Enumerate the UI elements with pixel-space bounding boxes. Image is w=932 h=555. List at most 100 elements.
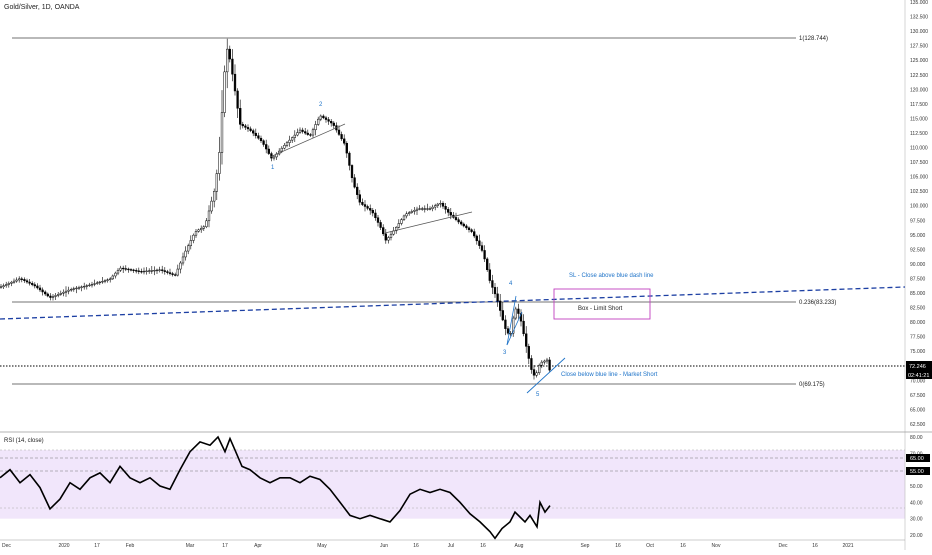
candle-body [421, 208, 424, 210]
candle-body [314, 124, 317, 131]
time-axis-label: Dec [2, 543, 11, 549]
candle-body [96, 282, 99, 284]
candle-body [135, 270, 138, 272]
candle-body [57, 294, 60, 296]
candle-body [12, 280, 16, 283]
symbol-title[interactable]: Gold/Silver, 1D, OANDA [4, 4, 80, 11]
candle-body [10, 281, 13, 284]
candle-body [462, 223, 465, 227]
candle-body [103, 280, 107, 282]
price-tick-label: 77.500 [910, 335, 926, 341]
candle-body [15, 279, 18, 282]
price-tick-label: 87.500 [910, 276, 926, 282]
candle-body [530, 358, 533, 370]
time-axis-label: Aug [515, 543, 524, 549]
sl-note: SL - Close above blue dash line [569, 273, 654, 279]
price-tick-label: 82.500 [910, 306, 926, 312]
candle-body [436, 203, 439, 206]
candle-body [239, 108, 242, 125]
candle-body [267, 148, 270, 154]
candle-body [236, 90, 239, 109]
candle-body [522, 320, 525, 335]
time-axis-label: Nov [712, 543, 721, 549]
rsi-line [0, 435, 551, 540]
rsi-tick-label: 40.00 [910, 500, 923, 506]
candle-body [428, 208, 432, 210]
candle-body [28, 281, 31, 284]
candle-body [322, 115, 325, 119]
rsi-tick-label: 50.00 [910, 484, 923, 490]
candle-body [405, 213, 408, 217]
candle-body [140, 271, 143, 273]
candle-body [187, 245, 190, 252]
candle-body [90, 284, 94, 286]
box-note: Box - Limit Short [578, 306, 623, 312]
candle-body [25, 280, 29, 283]
last-price-box [906, 361, 932, 370]
candle-body [122, 267, 125, 270]
candle-body [150, 270, 153, 272]
price-tick-label: 75.000 [910, 349, 926, 355]
candle-body [265, 144, 268, 150]
candle-body [70, 289, 73, 291]
candle-body [301, 129, 304, 132]
candle-body [410, 211, 413, 213]
candle-series [0, 38, 551, 380]
candle-body [376, 217, 380, 223]
candle-body [473, 231, 476, 237]
candle-body [51, 296, 55, 298]
candle-body [467, 227, 471, 230]
candle-body [337, 129, 341, 135]
countdown-label: 02:41:21 [908, 373, 929, 379]
candle-body [426, 208, 429, 210]
candle-body [415, 208, 419, 211]
candle-body [218, 152, 221, 174]
price-tick-label: 125.000 [910, 58, 928, 64]
candle-body [366, 206, 369, 209]
time-axis-label: 16 [615, 543, 621, 549]
candle-body [116, 269, 120, 274]
candle-body [205, 220, 208, 228]
rsi-indicator-title[interactable]: RSI (14, close) [4, 438, 44, 444]
candle-body [369, 208, 372, 211]
candle-body [252, 130, 255, 134]
candle-body [38, 287, 42, 291]
candle-body [33, 284, 36, 287]
candle-body [7, 283, 10, 285]
candle-body [241, 124, 244, 127]
candle-body [119, 267, 122, 271]
price-tick-label: 92.500 [910, 247, 926, 253]
candle-body [171, 273, 174, 275]
candle-body [262, 140, 265, 145]
candle-body [480, 245, 484, 251]
time-axis-label: 16 [480, 543, 486, 549]
candle-body [18, 278, 21, 281]
price-tick-label: 132.500 [910, 15, 928, 21]
candle-body [163, 270, 166, 272]
wave-3-4-line-b [506, 311, 523, 346]
candle-body [46, 293, 49, 297]
candle-body [244, 125, 247, 128]
candle-body [233, 73, 237, 92]
candle-body [31, 283, 34, 285]
candle-body [280, 147, 283, 152]
time-axis-label: 16 [413, 543, 419, 549]
candle-body [408, 212, 411, 214]
time-axis-label: 2020 [58, 543, 69, 549]
candle-body [532, 369, 536, 376]
price-tick-label: 97.500 [910, 218, 926, 224]
candle-body [249, 128, 252, 131]
candle-body [220, 112, 224, 153]
price-axis-ticks[interactable]: 135.000 132.500 130.000 127.500 125.000 122.5… [910, 0, 928, 428]
candle-body [62, 291, 65, 294]
candle-body [363, 204, 367, 207]
candle-body [192, 234, 195, 241]
candle-body [197, 229, 200, 232]
time-axis-label: 17 [94, 543, 100, 549]
time-axis-labels[interactable]: Dec 2020 17 Feb Mar 17 Apr May Jun 16 Jul 16 Aug Sep 1… [2, 543, 854, 549]
candle-body [475, 235, 478, 242]
last-price-label: 72.246 [909, 364, 926, 370]
candle-body [72, 288, 75, 290]
candle-body [379, 222, 382, 228]
